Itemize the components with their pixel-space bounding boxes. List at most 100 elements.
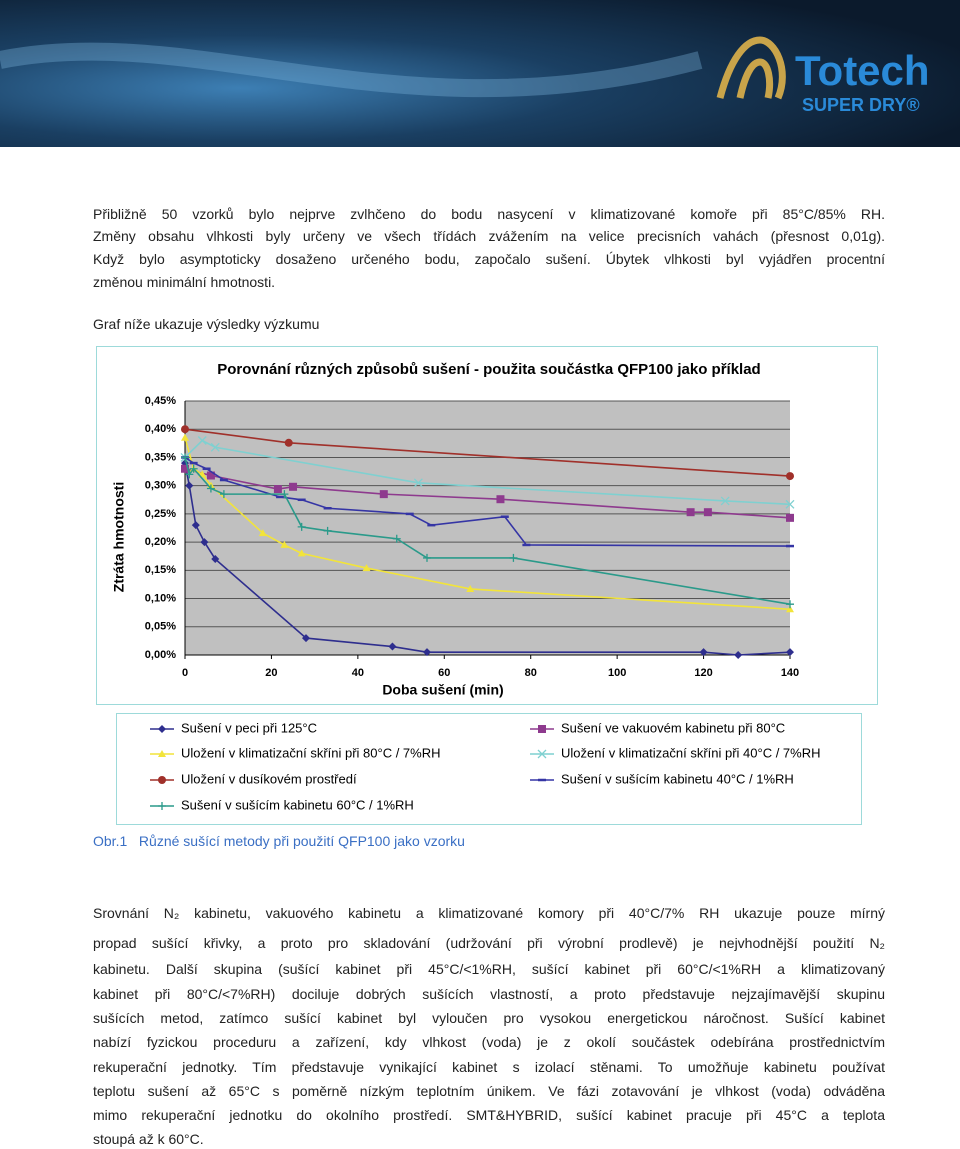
data-point (786, 513, 794, 522)
data-point (509, 553, 518, 562)
data-point (181, 425, 189, 434)
x-tick-label: 140 (781, 667, 799, 679)
legend-marker (158, 776, 166, 784)
data-point (197, 436, 207, 445)
x-tick-label: 20 (265, 667, 277, 679)
data-point (786, 605, 794, 613)
caption: Obr.1 Různé sušící metody při použití QF… (93, 833, 465, 849)
x-tick-label: 60 (438, 667, 450, 679)
body-line: kabinet při 80°C/<7%RH) dociluje dobrých… (93, 986, 885, 1002)
header-banner (0, 0, 960, 147)
intro-line: Změny obsahu vlhkosti byly určeny ve vše… (93, 228, 885, 244)
data-point (423, 648, 431, 657)
data-point (206, 484, 215, 493)
data-point (284, 438, 293, 447)
legend-label: Sušení v sušícím kabinetu 60°C / 1%RH (181, 797, 414, 812)
tagline: SUPER DRY® (802, 95, 920, 115)
data-point (496, 495, 505, 504)
body-line: teplotu sušení až 65°C s poměrně nízkým … (93, 1083, 885, 1099)
data-point (379, 490, 388, 499)
plot-area (185, 401, 790, 655)
x-tick-label: 0 (182, 667, 188, 679)
data-point (786, 648, 794, 657)
legend-marker (537, 749, 547, 759)
data-point (258, 529, 267, 537)
data-point (703, 508, 712, 517)
x-axis-title: Doba sušení (min) (382, 682, 503, 698)
y-tick-label: 0,35% (145, 451, 176, 463)
legend-marker (158, 725, 166, 733)
intro-line: Přibližně 50 vzorků bylo nejprve zvlhčen… (93, 206, 885, 222)
legend-marker (538, 725, 546, 733)
legend-marker (158, 802, 166, 810)
data-point (785, 499, 795, 509)
body-line: sušících metod, zatímco sušící kabinet b… (93, 1010, 885, 1026)
data-point (280, 490, 289, 499)
intro-line: Když bylo asymptoticky dosaženo určeného… (93, 251, 885, 267)
data-point (273, 485, 282, 494)
data-point (786, 472, 794, 481)
data-point (323, 526, 332, 535)
data-point (280, 540, 289, 548)
legend-label: Sušení v sušícím kabinetu 40°C / 1%RH (561, 771, 794, 786)
body-line: rekuperační jednotky. Tím představuje vy… (93, 1059, 885, 1075)
data-point (181, 464, 189, 473)
data-point (699, 648, 708, 657)
brand: Totech (795, 47, 930, 94)
series-line (184, 457, 791, 605)
y-tick-label: 0,30% (145, 480, 176, 492)
data-point (297, 549, 306, 557)
body-line: mimo rekuperační jednotku do okolního pr… (93, 1107, 885, 1123)
legend-label: Sušení ve vakuovém kabinetu při 80°C (561, 720, 785, 735)
chart-title: Porovnání různých způsobů sušení - použi… (217, 361, 760, 378)
x-tick-label: 120 (694, 667, 712, 679)
legend-label: Uložení v klimatizační skříni při 80°C /… (181, 745, 441, 760)
data-point (181, 433, 189, 441)
data-point (181, 453, 189, 462)
data-point (200, 538, 209, 547)
x-tick-label: 80 (525, 667, 537, 679)
data-point (289, 482, 298, 491)
data-point (686, 508, 695, 517)
legend-frame (116, 713, 862, 825)
y-tick-label: 0,15% (145, 564, 176, 576)
y-tick-label: 0,00% (145, 649, 176, 661)
y-axis-title: Ztráta hmotnosti (111, 482, 127, 592)
x-tick-label: 40 (352, 667, 364, 679)
body-line: kabinetu. Další skupina (sušící kabinet … (93, 961, 885, 977)
legend-label: Uložení v klimatizační skříni při 40°C /… (561, 745, 821, 760)
intro-line: změnou minimální hmotnosti. (93, 274, 276, 290)
data-point (392, 534, 401, 543)
data-point (302, 634, 310, 643)
caption-label: Obr.1 (93, 833, 128, 849)
data-point (297, 522, 306, 531)
caption-text: Různé sušící metody při použití QFP100 j… (138, 833, 465, 849)
data-point (185, 470, 194, 479)
body-line: Srovnání N₂ kabinetu, vakuového kabinetu… (93, 905, 885, 921)
data-point (388, 642, 397, 651)
y-tick-label: 0,05% (145, 621, 176, 633)
data-point (219, 490, 228, 499)
y-tick-label: 0,20% (145, 536, 176, 548)
data-point (734, 651, 743, 659)
series-line (184, 437, 791, 611)
y-tick-label: 0,10% (145, 592, 176, 604)
header-swirl (0, 42, 703, 98)
logo-icon (716, 36, 786, 100)
y-tick-label: 0,40% (145, 423, 176, 435)
data-point (423, 553, 431, 562)
data-point (466, 584, 475, 592)
body-line: propad sušící křivky, a proto pro sklado… (93, 935, 885, 951)
data-point (210, 442, 220, 452)
body-line: nabízí fyzickou proceduru a zařízení, kd… (93, 1034, 885, 1050)
data-point (720, 496, 730, 506)
graph-note: Graf níže ukazuje výsledky výzkumu (93, 316, 320, 332)
data-point (786, 600, 794, 609)
legend-label: Uložení v dusíkovém prostředí (181, 771, 357, 786)
data-point (362, 564, 371, 572)
y-tick-label: 0,45% (145, 395, 176, 407)
data-point (189, 464, 198, 473)
data-point (211, 555, 220, 564)
